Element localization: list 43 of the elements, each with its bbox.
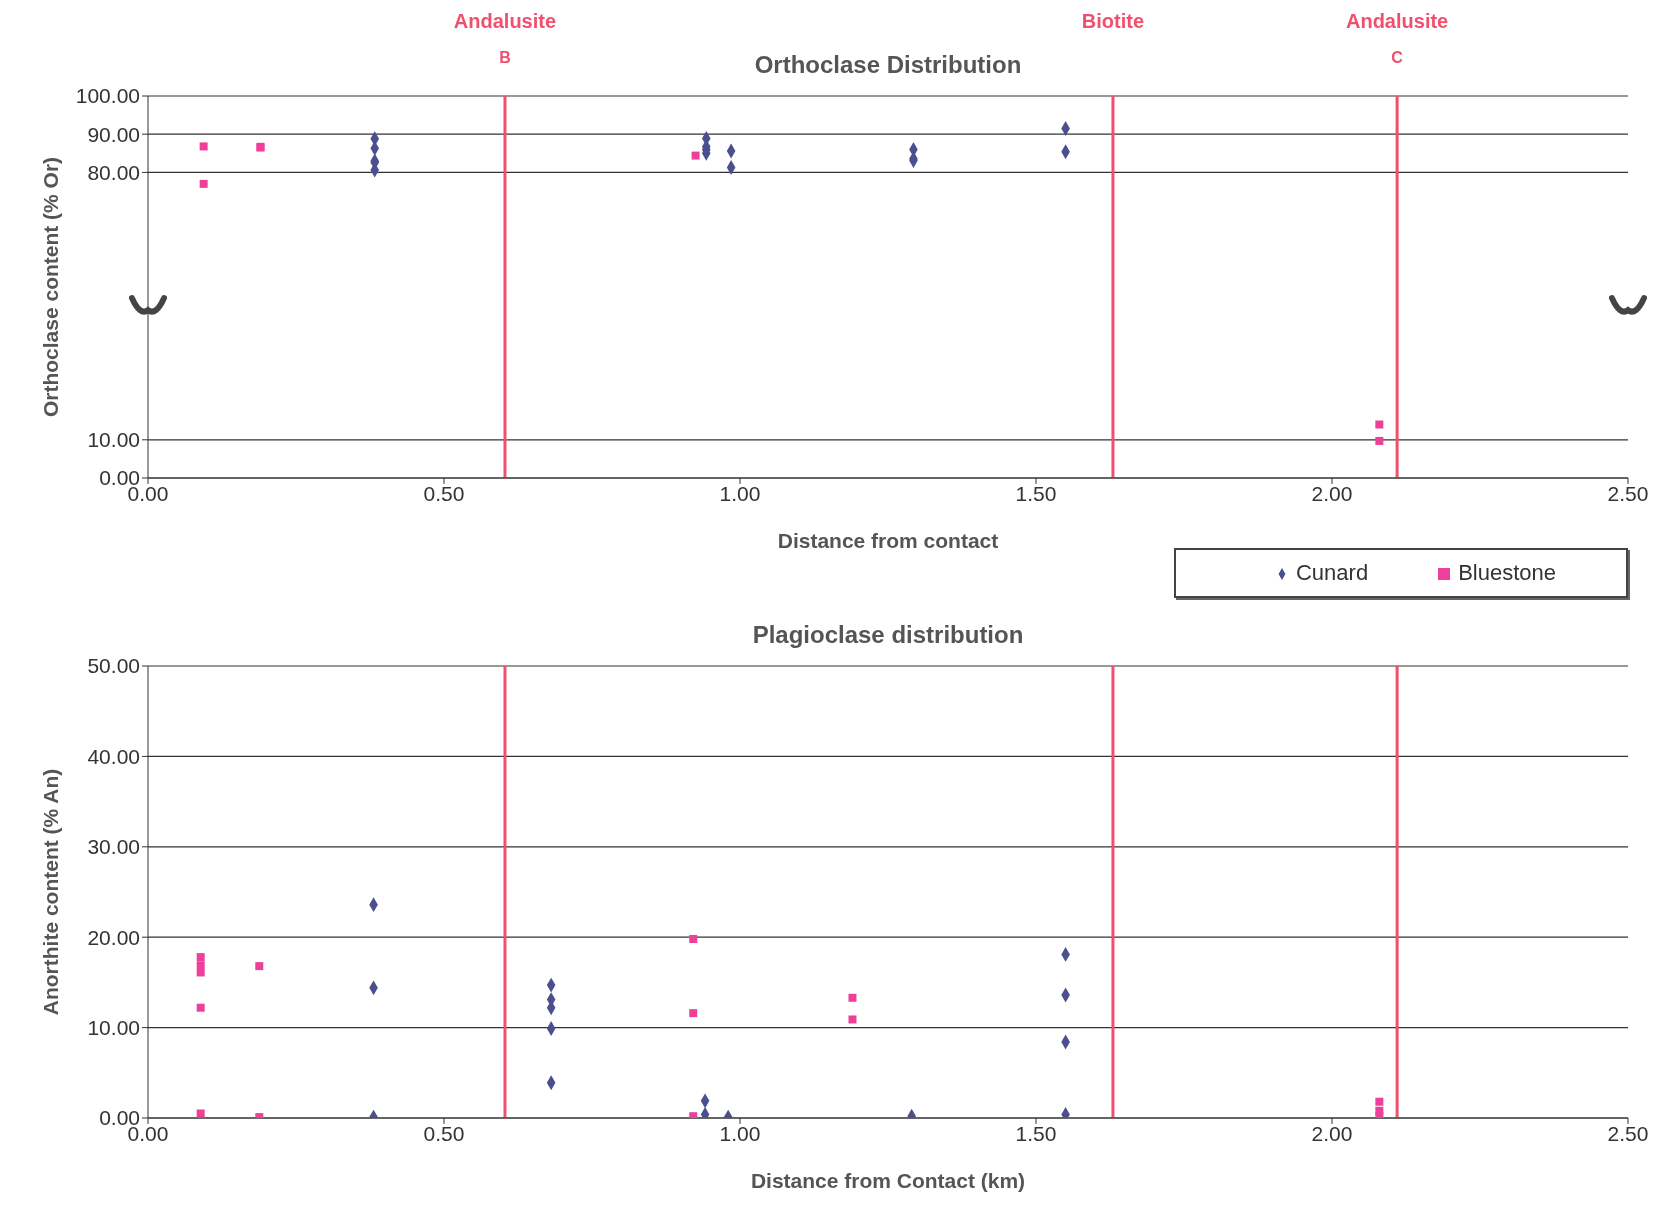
- y-tick-label: 10.00: [87, 428, 140, 452]
- y-tick-label: 10.00: [87, 1016, 140, 1040]
- point: [848, 993, 857, 1002]
- y-axis-title: Orthoclase content (% Or): [39, 156, 63, 418]
- y-tick-label: 40.00: [87, 744, 140, 768]
- y-tick-label: 50.00: [87, 654, 140, 678]
- x-tick-label: 1.00: [719, 481, 761, 505]
- y-tick-label: 30.00: [87, 835, 140, 859]
- legend-label: Bluestone: [1457, 560, 1557, 585]
- point: [199, 179, 208, 188]
- x-axis-title: Distance from contact: [777, 529, 999, 552]
- x-tick-label: 2.00: [1311, 481, 1353, 505]
- ref-line-label: Biotite: [1081, 10, 1145, 32]
- x-axis-title: Distance from Contact (km): [750, 1169, 1026, 1192]
- x-tick-label: 1.50: [1015, 481, 1057, 505]
- x-tick-label: 2.50: [1607, 481, 1649, 505]
- point: [196, 968, 205, 977]
- x-tick-label: 0.50: [423, 1121, 465, 1145]
- y-tick-label: 100.00: [75, 84, 140, 108]
- point: [1375, 420, 1384, 429]
- point: [255, 962, 264, 971]
- chart-title: Plagioclase distribution: [751, 621, 1025, 649]
- point: [199, 142, 208, 151]
- point: [1375, 436, 1384, 445]
- y-tick-label: 20.00: [87, 925, 140, 949]
- x-tick-label: 1.00: [719, 1121, 761, 1145]
- point: [196, 953, 205, 962]
- point: [196, 1003, 205, 1012]
- x-tick-label: 2.00: [1311, 1121, 1353, 1145]
- legend-label: Cunard: [1295, 560, 1370, 585]
- x-tick-label: 1.50: [1015, 1121, 1057, 1145]
- point: [691, 151, 700, 160]
- point: [689, 1009, 698, 1018]
- y-tick-label: 90.00: [87, 122, 140, 146]
- y-tick-label: 80.00: [87, 160, 140, 184]
- point: [689, 935, 698, 944]
- point: [1375, 1097, 1384, 1106]
- point: [196, 1109, 205, 1118]
- chart-title: Orthoclase Distribution: [754, 51, 1022, 78]
- x-tick-label: 0.50: [423, 481, 465, 505]
- y-axis-title: Anorthite content (% An): [39, 768, 63, 1016]
- point: [848, 1015, 857, 1024]
- x-tick-label: 2.50: [1607, 1121, 1649, 1145]
